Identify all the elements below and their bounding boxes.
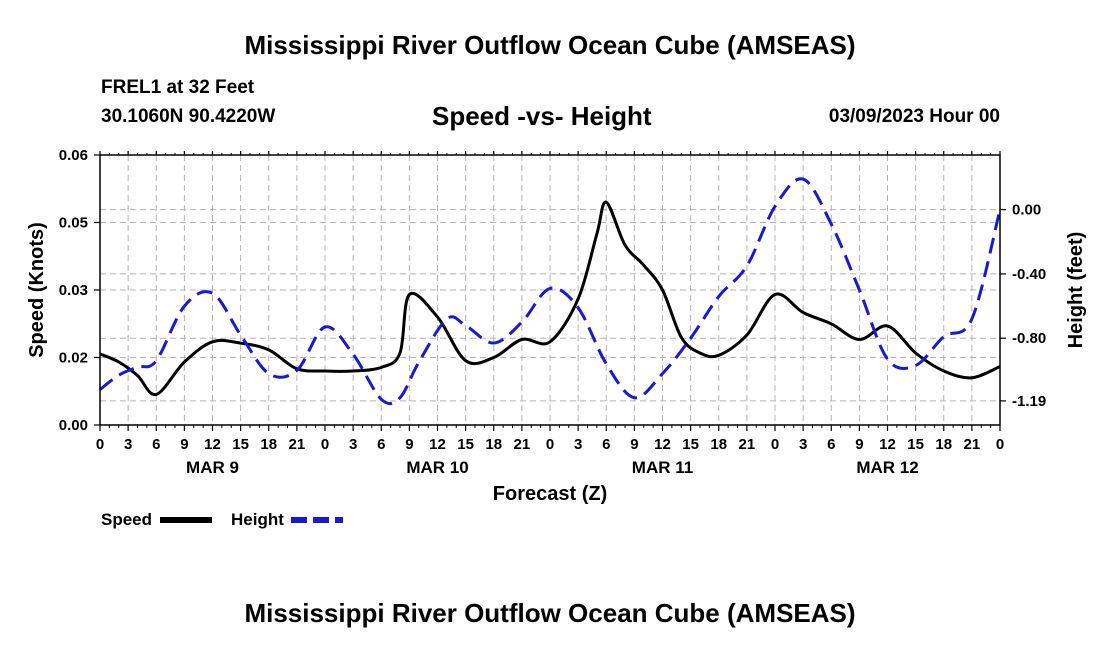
x-tick-label: 9 [630,436,638,453]
x-tick-label: 15 [232,436,249,453]
x-tick-label: 21 [739,436,756,453]
x-tick-label: 6 [827,436,835,453]
x-axis-label: Forecast (Z) [493,483,607,505]
x-tick-label: 21 [964,436,981,453]
x-tick-label: 12 [879,436,896,453]
x-tick-label: 3 [799,436,807,453]
x-tick-label: 9 [180,436,188,453]
x-tick-label: 0 [96,436,104,453]
x-tick-label: 6 [602,436,610,453]
station-label: FREL1 at 32 Feet [101,77,255,98]
x-tick-label: 18 [485,436,502,453]
x-tick-label: 12 [204,436,221,453]
x-tick-label: 6 [377,436,385,453]
x-tick-label: 0 [996,436,1004,453]
day-label: MAR 10 [406,458,468,477]
y-right-tick-label: -0.80 [1012,330,1046,347]
coordinates-label: 30.1060N 90.4220W [101,106,276,127]
x-tick-label: 15 [457,436,474,453]
x-tick-label: 3 [124,436,132,453]
axes: 0 3 6 9 12 15 18 21 0 3 6 9 12 15 18 21 0 3 6 9 12 15 18 21 0 3 6 9… [59,147,1046,477]
y-axis-left-label: Speed (Knots) [26,222,48,358]
series-layer [99,177,1002,406]
day-label: MAR 11 [632,458,693,477]
x-tick-label: 12 [429,436,446,453]
grid [100,155,1000,425]
y-left-tick-label: 0.02 [59,350,88,367]
x-tick-label: 6 [152,436,160,453]
chart-subtitle: Speed -vs- Height [432,101,652,131]
footer-title: Mississippi River Outflow Ocean Cube (AM… [244,598,856,628]
x-tick-label: 15 [682,436,699,453]
speed-series-line [99,200,1001,396]
y-left-tick-label: 0.03 [59,282,88,299]
y-right-tick-label: -0.40 [1012,266,1046,283]
y-right-tick-label: -1.19 [1012,393,1046,410]
x-tick-label: 3 [574,436,582,453]
x-tick-label: 9 [855,436,863,453]
x-tick-label: 0 [771,436,779,453]
y-left-tick-label: 0.06 [59,147,88,164]
legend-speed-label: Speed [101,510,152,529]
y-right-tick-label: 0.00 [1012,202,1041,219]
day-label: MAR 12 [856,458,918,477]
x-tick-label: 3 [349,436,357,453]
forecast-datetime: 03/09/2023 Hour 00 [828,106,1000,127]
x-tick-label: 15 [907,436,924,453]
x-tick-label: 18 [935,436,952,453]
y-axis-right-label: Height (feet) [1065,232,1087,349]
x-tick-label: 12 [654,436,671,453]
legend-height-label: Height [231,510,284,529]
x-tick-label: 18 [710,436,727,453]
main-title: Mississippi River Outflow Ocean Cube (AM… [244,30,856,60]
height-series-line [99,177,1002,406]
x-tick-label: 21 [289,436,306,453]
x-tick-label: 9 [405,436,413,453]
day-label: MAR 9 [186,458,239,477]
x-tick-label: 18 [260,436,277,453]
x-tick-label: 0 [546,436,554,453]
x-tick-label: 21 [514,436,531,453]
y-left-tick-label: 0.00 [59,417,88,434]
x-tick-label: 0 [321,436,329,453]
y-left-tick-label: 0.05 [59,215,88,232]
legend: Speed Height [101,510,343,529]
